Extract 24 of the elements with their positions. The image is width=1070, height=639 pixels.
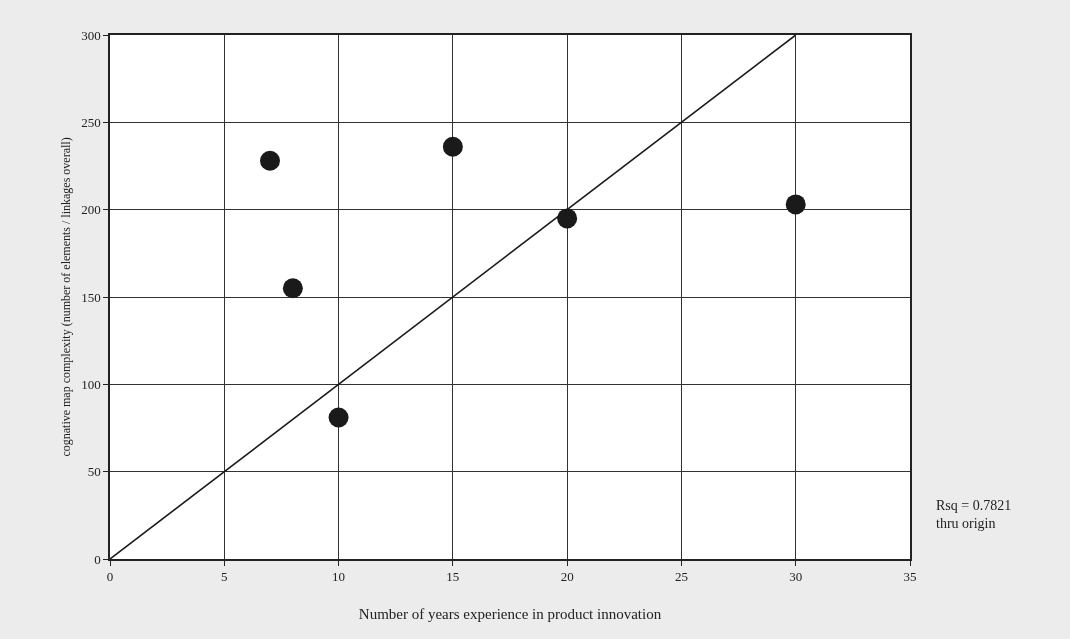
x-tick-label: 30 bbox=[789, 569, 803, 585]
point bbox=[282, 278, 303, 299]
y-tick-label: 300 bbox=[81, 27, 101, 43]
x-tick-label: 5 bbox=[221, 569, 228, 585]
y-tick-label: 100 bbox=[81, 376, 101, 392]
x-tick-label: 35 bbox=[903, 569, 917, 585]
y-tick-label: 150 bbox=[81, 289, 101, 305]
x-tick-label: 0 bbox=[106, 569, 114, 585]
y-tick-label: 0 bbox=[94, 551, 101, 567]
x-tick-label: 25 bbox=[674, 569, 688, 585]
x-tick-label: 10 bbox=[332, 569, 346, 585]
y-tick-label: 200 bbox=[81, 202, 101, 218]
point bbox=[328, 407, 349, 428]
point bbox=[260, 150, 280, 171]
text: Rsq = 0.7821 thru origin bbox=[936, 498, 1012, 532]
y-tick-label: 50 bbox=[87, 464, 101, 480]
x-axis-title: Number of years experience in product innovation bbox=[358, 605, 662, 622]
y-axis-title: cognative map complexity (number of elements / linkages overall) bbox=[58, 137, 73, 457]
point bbox=[442, 136, 463, 157]
x-tick-label: 15 bbox=[446, 569, 460, 585]
point bbox=[785, 194, 806, 215]
y-tick-label: 250 bbox=[81, 114, 101, 130]
point bbox=[557, 208, 578, 229]
x-tick-label: 20 bbox=[560, 569, 574, 585]
